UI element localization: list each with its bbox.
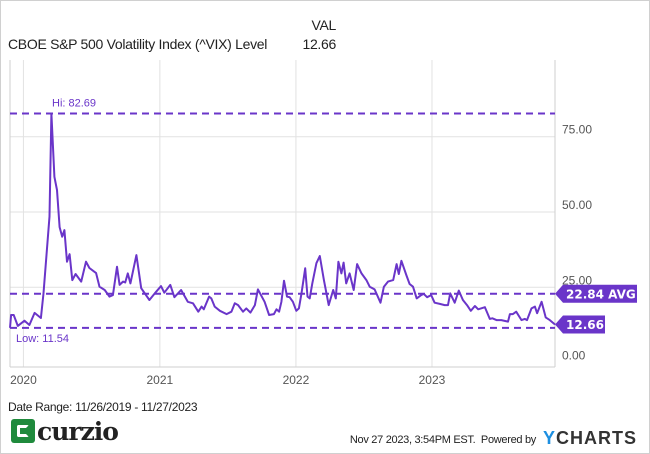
high-label: Hi: 82.69 (52, 98, 96, 110)
ycharts-logo[interactable]: YCHARTS (543, 428, 637, 449)
timestamp-text: Nov 27 2023, 3:54PM EST. (349, 434, 476, 446)
last-value-tag (555, 315, 605, 334)
curzio-logo-text: curzio (37, 416, 119, 446)
average-tag-label: 22.84 AVG (566, 287, 636, 301)
x-tick-label: 2021 (147, 373, 174, 387)
ycharts-logo-text: CHARTS (556, 428, 638, 448)
timestamp: Nov 27 2023, 3:54PM EST. Powered by (350, 434, 536, 446)
last-value-tag-label: 12.66 (566, 318, 604, 332)
curzio-logo-mark-icon (11, 419, 35, 443)
curzio-logo: curzio (11, 416, 119, 446)
series-line (9, 112, 556, 328)
y-tick-label: 25.00 (562, 273, 592, 287)
date-range: Date Range: 11/26/2019 - 11/27/2023 (8, 400, 198, 414)
powered-by: Powered by (480, 434, 536, 446)
series-label: CBOE S&P 500 Volatility Index (^VIX) Lev… (8, 36, 268, 52)
y-tick-label: 0.00 (562, 349, 586, 363)
average-tag (555, 284, 637, 303)
x-tick-label: 2022 (283, 373, 310, 387)
y-tick-label: 75.00 (562, 123, 592, 137)
series-value: 12.66 (302, 36, 336, 52)
value-column-label: VAL (311, 17, 336, 33)
ycharts-logo-y: Y (543, 428, 557, 448)
x-tick-label: 2020 (10, 373, 37, 387)
y-tick-label: 50.00 (562, 198, 592, 212)
x-tick-label: 2023 (419, 373, 446, 387)
low-label: Low: 11.54 (16, 333, 69, 345)
